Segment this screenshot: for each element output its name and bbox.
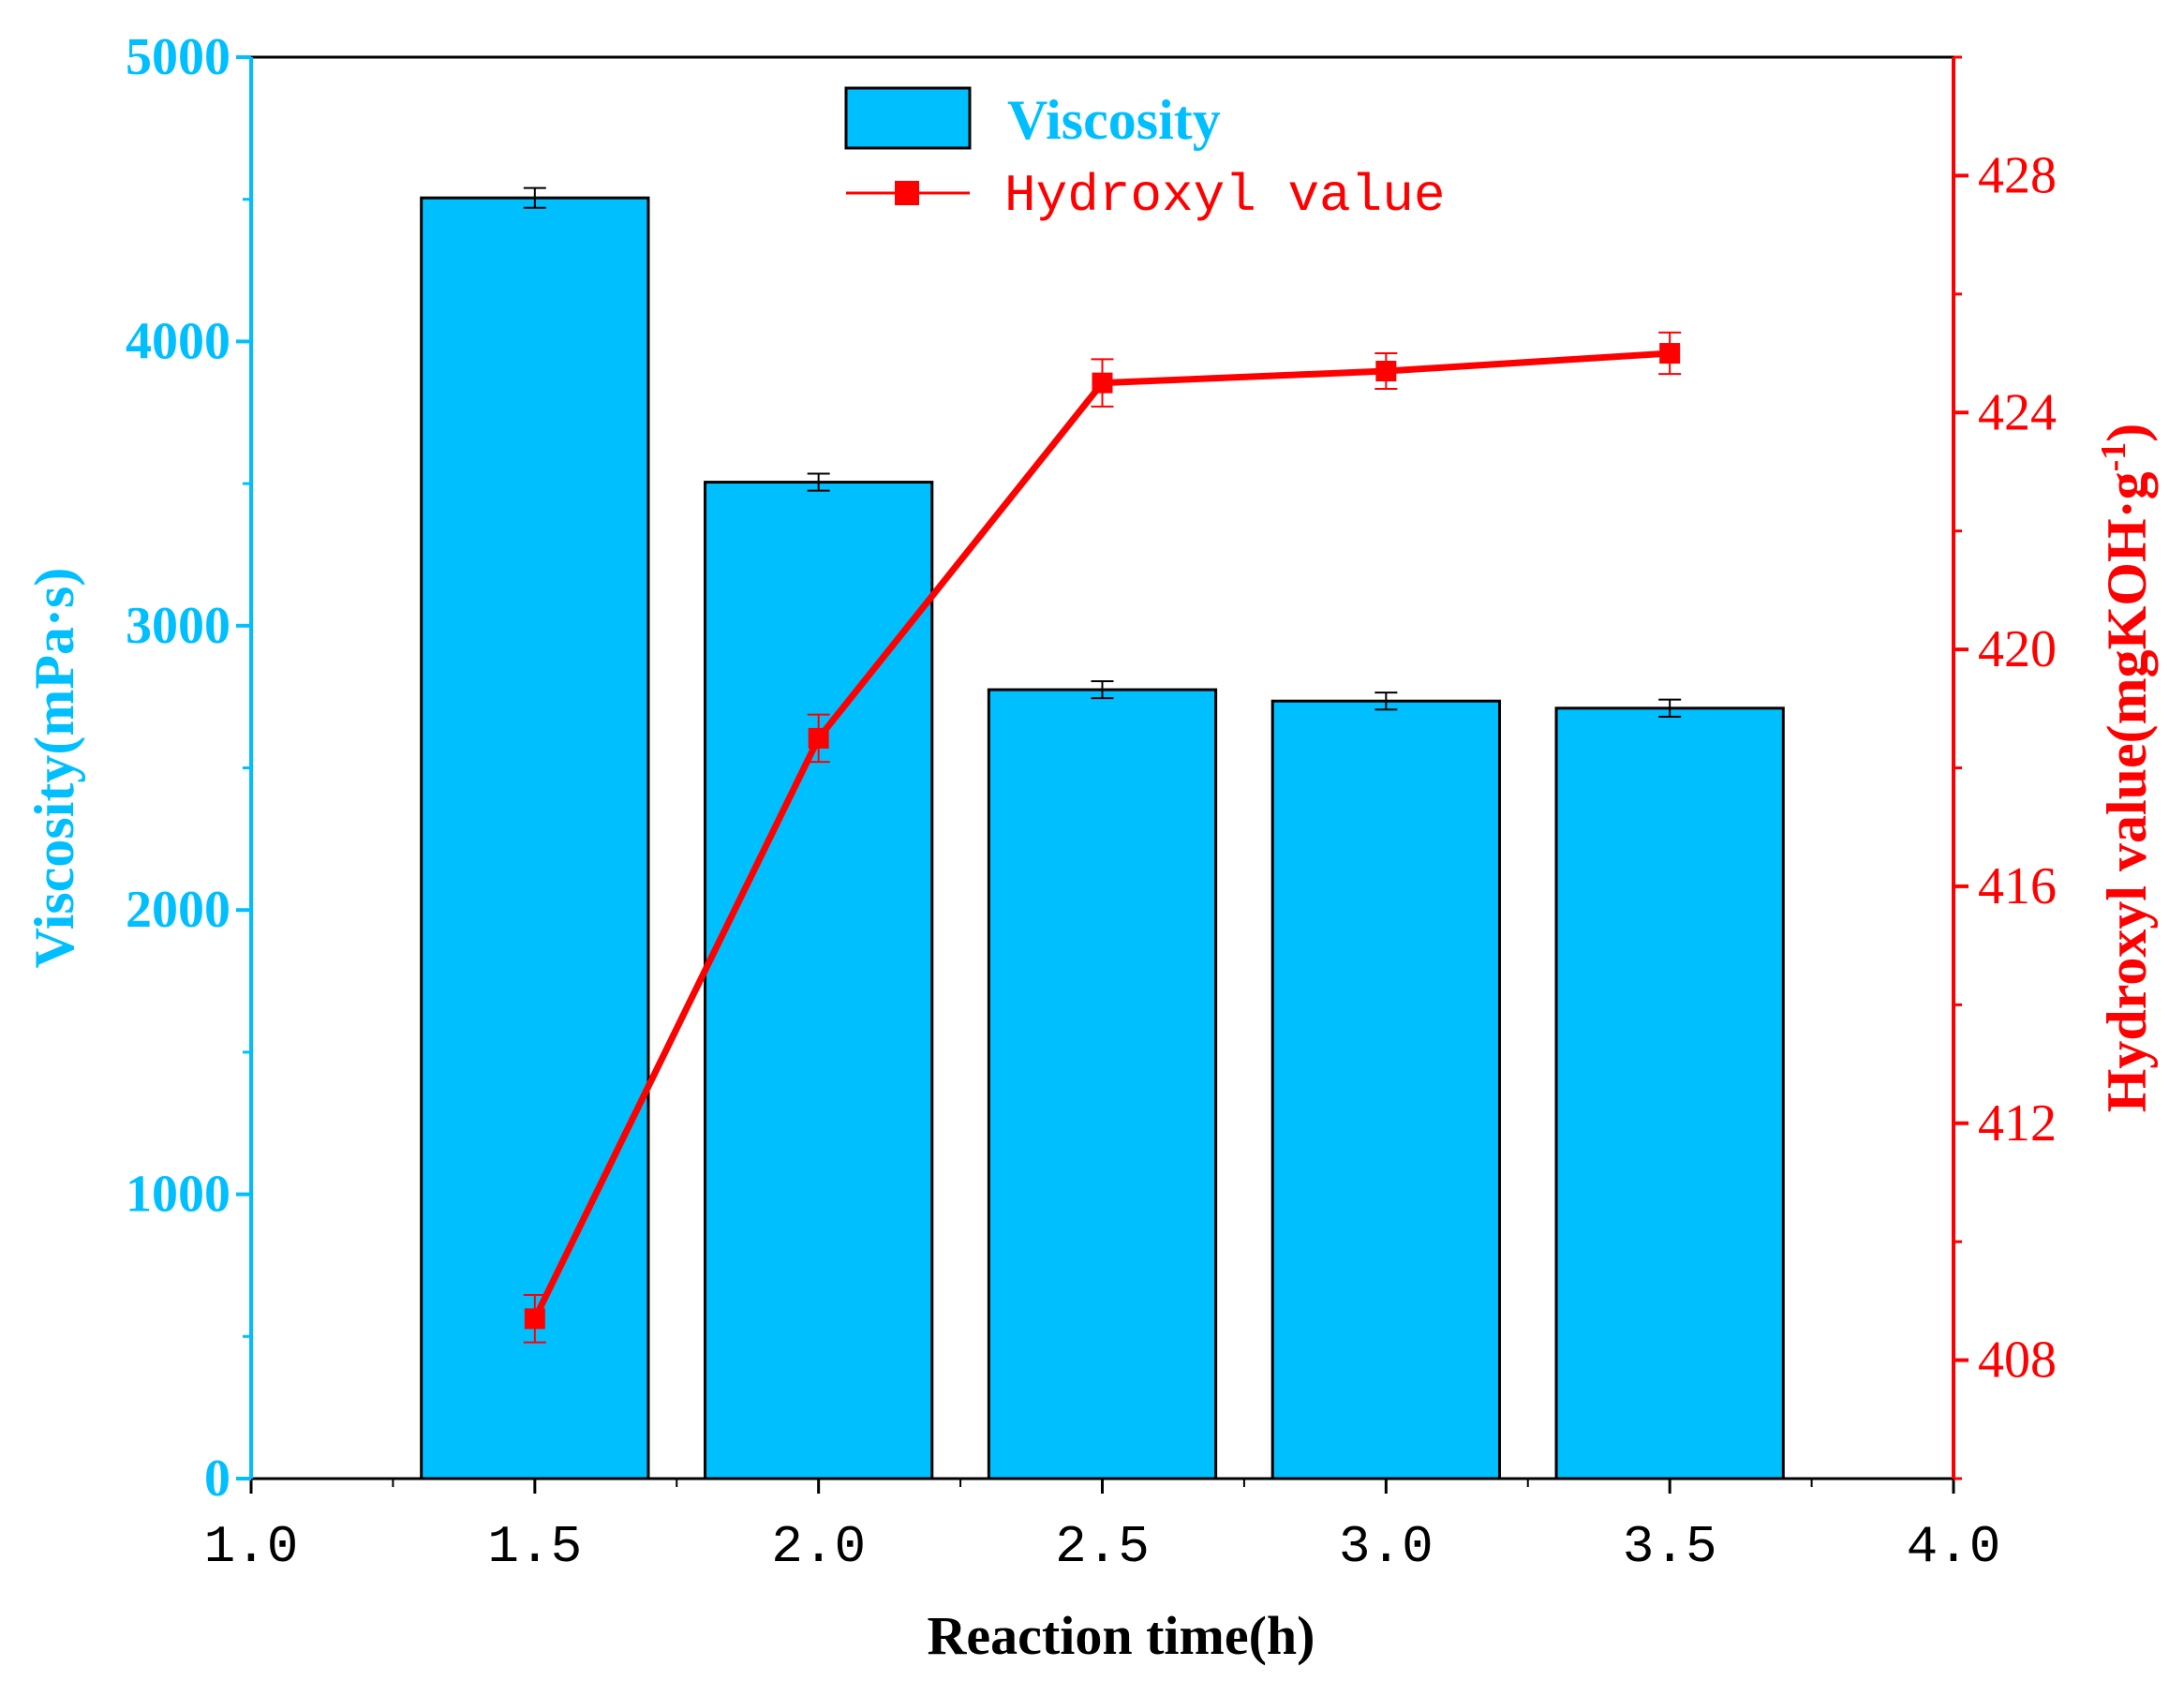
bar-error-bars (523, 186, 1682, 718)
x-tick-label-6: 4.0 (1907, 1517, 2001, 1577)
axes: 1.0 1.5 2.0 2.5 3.0 3.5 4.0 0 1000 2000 3000 4000 50… (126, 28, 2057, 1577)
y-right-tick-label-5: 428 (1978, 146, 2057, 204)
bar-0 (420, 196, 650, 1480)
y-right-title-sup: -1 (2094, 442, 2133, 472)
bar-3 (1270, 699, 1501, 1480)
bar-series-viscosity (420, 196, 1785, 1480)
y-left-tick-label-1: 1000 (126, 1166, 230, 1224)
x-tick-label-1: 1.5 (487, 1517, 582, 1577)
x-tick-label-3: 2.5 (1055, 1517, 1150, 1577)
legend-swatch-hydroxyl-marker (895, 181, 919, 205)
y-right-axis-title: Hydroxyl value(mgKOH·g-1) (2094, 424, 2158, 1113)
y-left-tick-label-0: 0 (204, 1450, 230, 1508)
legend-label-hydroxyl: Hydroxyl value (1004, 166, 1445, 226)
y-right-tick-label-0: 408 (1978, 1331, 2057, 1390)
legend-swatch-viscosity (844, 86, 972, 150)
line-point-3 (1375, 361, 1397, 382)
y-left-tick-label-5: 5000 (126, 28, 230, 86)
line-point-2 (1092, 372, 1113, 394)
y-right-title-main: Hydroxyl value(mgKOH·g (2096, 471, 2158, 1112)
line-point-1 (808, 727, 829, 749)
legend: Viscosity Hydroxyl value (844, 86, 1445, 226)
y-left-tick-label-3: 3000 (126, 597, 230, 655)
y-left-tick-label-4: 4000 (126, 312, 230, 370)
y-right-tick-label-3: 420 (1978, 620, 2057, 678)
y-right-tick-label-2: 416 (1978, 857, 2057, 915)
x-tick-label-5: 3.5 (1623, 1517, 1717, 1577)
y-right-tick-label-1: 412 (1978, 1094, 2057, 1153)
legend-label-viscosity: Viscosity (1007, 89, 1221, 151)
x-tick-label-4: 3.0 (1339, 1517, 1434, 1577)
y-right-title-end: ) (2096, 424, 2158, 442)
bar-2 (987, 688, 1218, 1480)
bar-1 (704, 481, 934, 1480)
line-point-0 (524, 1308, 545, 1330)
y-left-tick-label-2: 2000 (126, 881, 230, 939)
line-series-hydroxyl (523, 331, 1682, 1344)
y-left-axis-title: Viscosity(mPa·s) (23, 568, 85, 969)
line-point-4 (1659, 343, 1681, 364)
x-axis-title: Reaction time(h) (928, 1605, 1315, 1666)
x-tick-label-0: 1.0 (204, 1517, 299, 1577)
bar-4 (1554, 707, 1785, 1480)
y-right-tick-label-4: 424 (1978, 383, 2057, 441)
x-tick-label-2: 2.0 (771, 1517, 866, 1577)
